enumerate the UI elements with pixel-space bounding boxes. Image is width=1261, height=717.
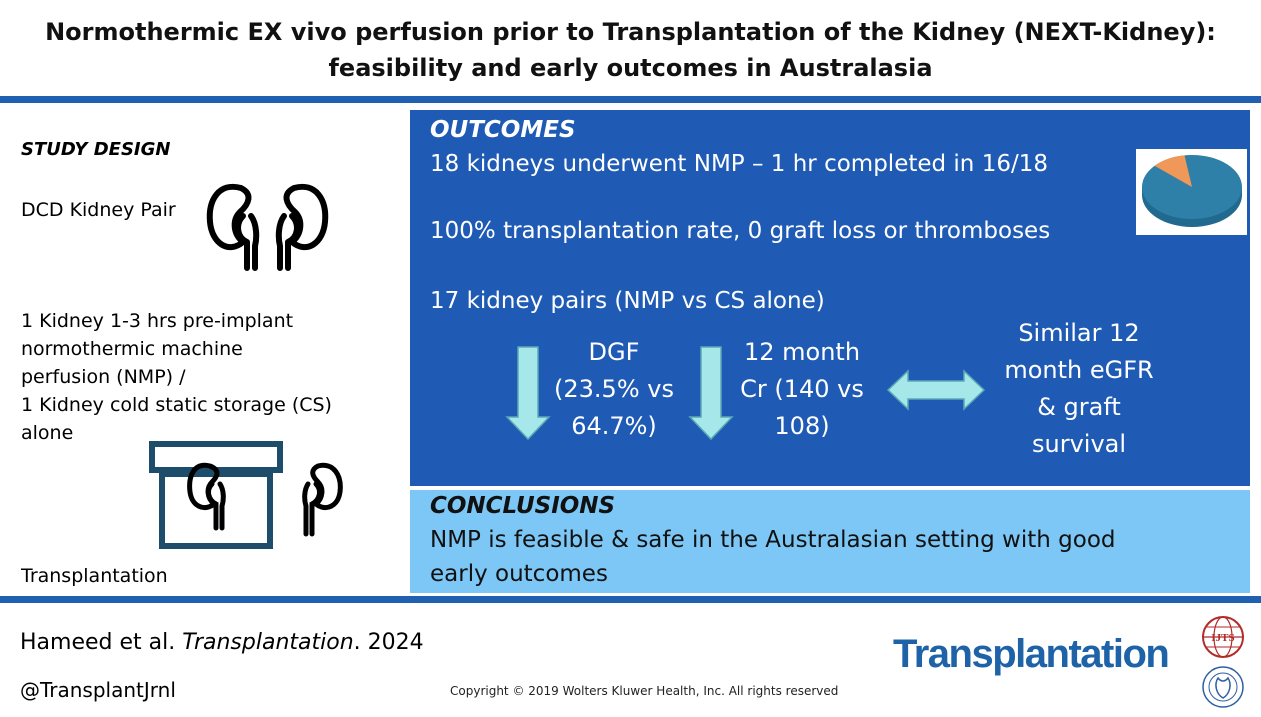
cold-storage-box-icon [149,441,343,549]
creatinine-down-arrow-icon [688,346,734,441]
dgf-line: 64.7%) [571,412,657,440]
kidney-pair-label: DCD Kidney Pair [21,199,176,221]
similar-line: Similar 12 [1018,319,1140,347]
twitter-handle[interactable]: @TransplantJrnl [20,678,176,702]
outcome-transplant-rate: 100% transplantation rate, 0 graft loss … [430,218,1051,244]
creatinine-result: 12 month Cr (140 vs 108) [736,334,868,445]
dgf-down-arrow-icon [505,346,551,441]
outcomes-panel [410,110,1250,486]
similar-line: month eGFR [1004,356,1154,384]
method-line: alone [21,422,74,444]
study-design-heading: STUDY DESIGN [21,139,171,160]
similar-line: & graft [1037,393,1121,421]
kidney-pair-icon [206,183,329,271]
cr-line: 12 month [743,338,861,366]
citation: Hameed et al. Transplantation. 2024 [20,630,424,655]
seal-text: IJTS [1211,632,1234,644]
method-line: 1 Kidney 1-3 hrs pre-implant [21,310,294,332]
dgf-line: (23.5% vs [554,375,674,403]
conclusions-heading: CONCLUSIONS [430,493,616,519]
citation-authors: Hameed et al. [20,630,183,655]
similar-line: survival [1031,430,1127,458]
citation-year: . 2024 [353,630,424,655]
conclusions-panel [410,490,1250,593]
conclusion-line-2: early outcomes [430,561,608,587]
citation-journal: Transplantation [182,630,354,655]
dgf-line: DGF [588,338,640,366]
outcomes-heading: OUTCOMES [430,117,576,143]
copyright-notice: Copyright © 2019 Wolters Kluwer Health, … [450,684,839,698]
cr-line: Cr (140 vs [740,375,864,403]
page-title: Normothermic EX vivo perfusion prior to … [45,18,1216,82]
method-line: normothermic machine [21,338,243,360]
dgf-result: DGF (23.5% vs 64.7%) [550,334,678,445]
globe-seal-icon: IJTS [1202,616,1244,658]
conclusion-line-1: NMP is feasible & safe in the Australasi… [430,527,1116,553]
method-description: 1 Kidney 1-3 hrs pre-implant normothermi… [21,307,332,447]
similar-outcomes: Similar 12 month eGFR & graft survival [990,315,1168,463]
society-seal-icon [1202,666,1244,708]
cr-line: 108) [774,412,830,440]
transplantation-label: Transplantation [21,565,168,587]
journal-brand-logo: Transplantation [893,632,1170,676]
method-line: perfusion (NMP) / [21,366,186,388]
outcome-kidney-pairs: 17 kidney pairs (NMP vs CS alone) [430,288,825,314]
bottom-divider [0,596,1261,603]
double-arrow-icon [886,369,986,411]
pie-slice-not-completed [1154,155,1192,187]
outcome-nmp-completed: 18 kidneys underwent NMP – 1 hr complete… [430,151,1048,177]
top-divider [0,96,1261,103]
method-line: 1 Kidney cold static storage (CS) [21,394,332,416]
pie-chart-frame [1136,149,1247,235]
completion-pie-chart [1142,155,1242,227]
